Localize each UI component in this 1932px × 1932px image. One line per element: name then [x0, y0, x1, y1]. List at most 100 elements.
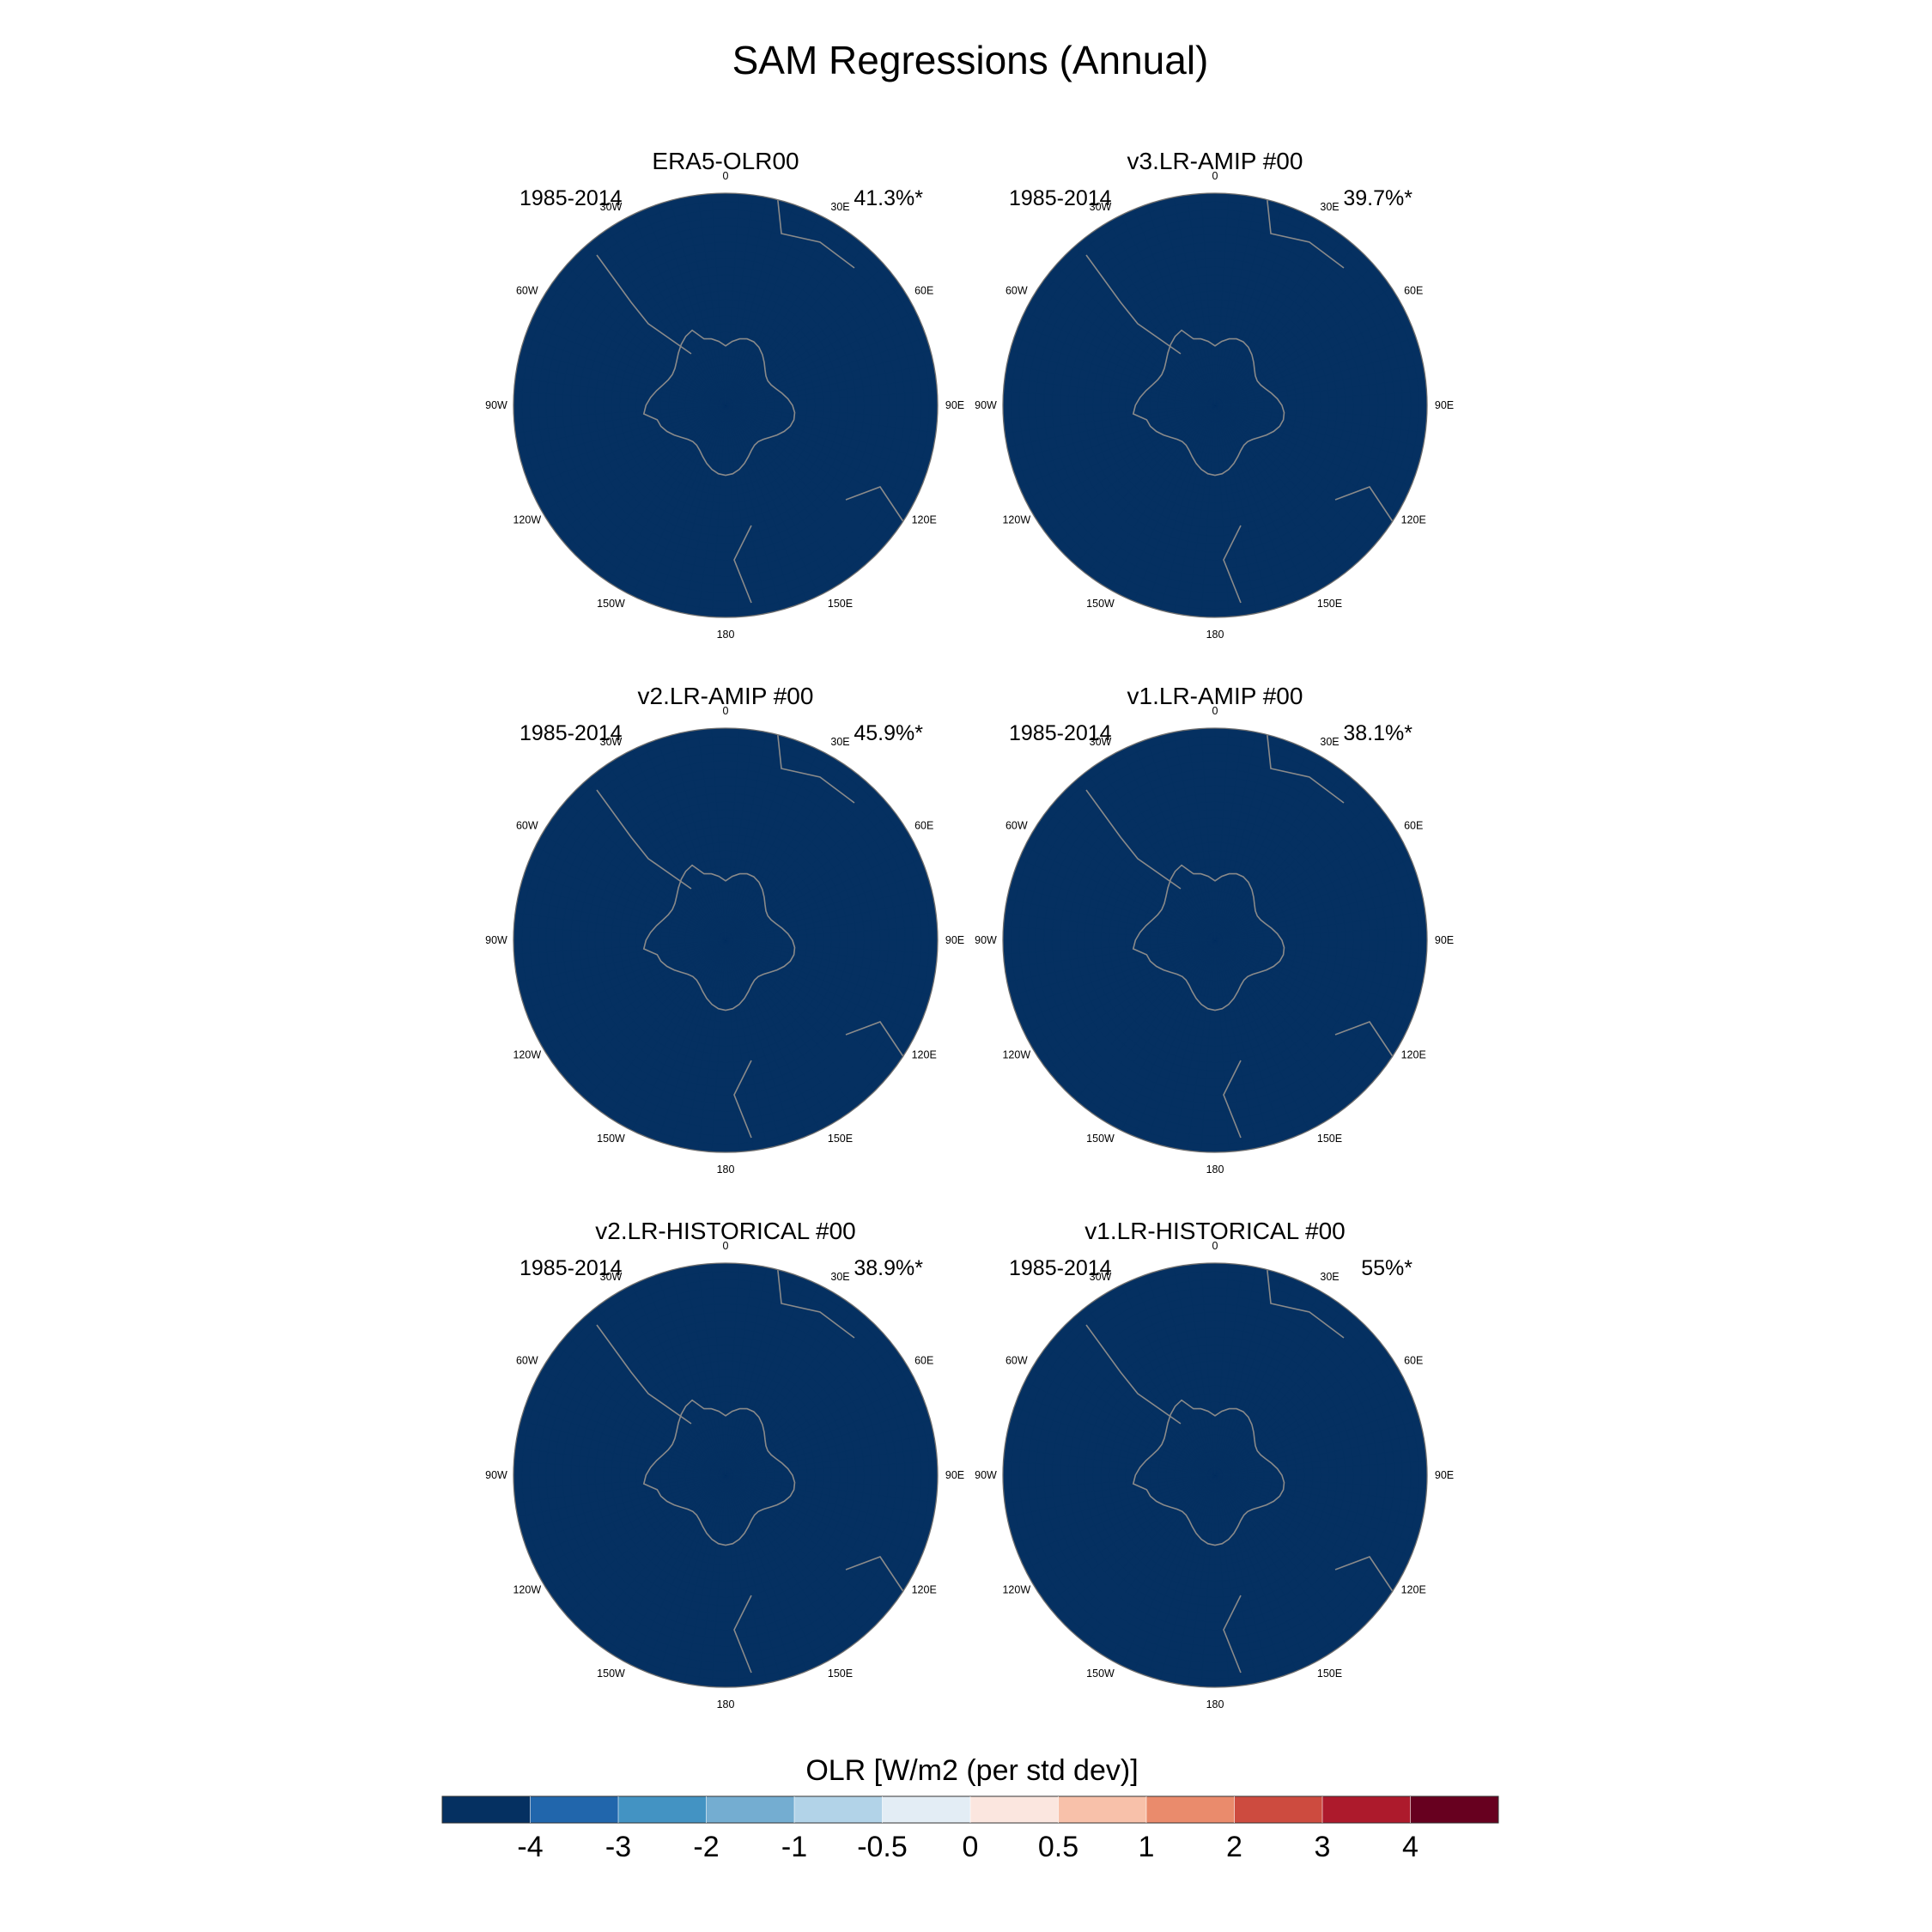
longitude-label: 0	[1212, 705, 1218, 717]
panel-variance: 39.7%*	[1343, 186, 1413, 210]
longitude-label: 120E	[912, 1584, 937, 1596]
longitude-label: 90W	[485, 934, 507, 946]
longitude-label: 60W	[1005, 1355, 1028, 1367]
longitude-label: 120W	[513, 514, 541, 526]
colorbar-swatch	[1058, 1796, 1147, 1823]
map-panel: v1.LR-HISTORICAL #00 1985-2014 55%* 0 30E 60E…	[975, 1218, 1454, 1710]
longitude-label: 180	[1206, 629, 1224, 641]
map-panel: v1.LR-AMIP #00 1985-2014 38.1%* 0 30E 60E 90E 1…	[975, 683, 1454, 1176]
longitude-label: 150W	[597, 1133, 625, 1145]
colorbar-swatch	[794, 1796, 883, 1823]
longitude-label: 150E	[1317, 1668, 1342, 1680]
regression-field	[1003, 1263, 1427, 1687]
panel-title: v2.LR-HISTORICAL #00	[595, 1218, 855, 1244]
colorbar-swatch	[442, 1796, 531, 1823]
longitude-label: 30E	[830, 1271, 849, 1283]
figure-title: SAM Regressions (Annual)	[732, 38, 1209, 82]
longitude-label: 120E	[1401, 1584, 1426, 1596]
longitude-label: 0	[723, 170, 729, 182]
longitude-label: 90W	[485, 399, 507, 411]
longitude-label: 150W	[1086, 598, 1115, 610]
coastlines	[596, 728, 907, 1139]
panel-title: v1.LR-HISTORICAL #00	[1084, 1218, 1345, 1244]
regression-field	[513, 728, 938, 1152]
longitude-label: 90E	[945, 399, 964, 411]
longitude-label: 150E	[828, 598, 853, 610]
map-panel: v2.LR-AMIP #00 1985-2014 45.9%* 0 30E 60E 90E 1…	[485, 683, 964, 1176]
panel-title: v1.LR-AMIP #00	[1127, 683, 1303, 709]
map-panel: v3.LR-AMIP #00 1985-2014 39.7%* 0 30E 60E 90E 1…	[975, 148, 1454, 641]
longitude-label: 30E	[1320, 201, 1339, 213]
map-border	[513, 192, 939, 618]
longitude-label: 120W	[1002, 1584, 1030, 1596]
longitude-label: 0	[723, 1240, 729, 1252]
longitude-label: 60E	[914, 285, 933, 297]
panel-title: ERA5-OLR00	[652, 148, 799, 174]
colorbar-tick-label: -1	[781, 1831, 807, 1863]
colorbar-swatch	[706, 1796, 795, 1823]
longitude-label: 0	[723, 705, 729, 717]
colorbar-tick-label: 4	[1402, 1831, 1419, 1863]
colorbar-swatch	[1322, 1796, 1411, 1823]
coastlines	[1085, 193, 1396, 604]
longitude-label: 120W	[1002, 1049, 1030, 1061]
longitude-label: 90E	[1435, 934, 1454, 946]
colorbar-swatch	[1234, 1796, 1323, 1823]
panel-variance: 55%*	[1361, 1256, 1413, 1280]
longitude-label: 60E	[1404, 820, 1423, 832]
longitude-label: 30W	[600, 736, 623, 748]
panel-variance: 38.9%*	[854, 1256, 923, 1280]
colorbar-tick-label: 3	[1315, 1831, 1331, 1863]
panel-title: v2.LR-AMIP #00	[638, 683, 814, 709]
longitude-label: 150W	[1086, 1668, 1115, 1680]
longitude-label: 150E	[828, 1133, 853, 1145]
colorbar: OLR [W/m2 (per std dev)] -4 -3 -2 -1 -0.5 0 0.…	[441, 1754, 1499, 1863]
map-border	[1002, 727, 1428, 1153]
longitude-label: 90W	[975, 1469, 997, 1481]
longitude-label: 30E	[1320, 736, 1339, 748]
longitude-label: 0	[1212, 1240, 1218, 1252]
colorbar-swatch	[530, 1796, 619, 1823]
longitude-label: 180	[1206, 1163, 1224, 1176]
longitude-label: 60E	[1404, 1355, 1423, 1367]
longitude-label: 30W	[600, 1271, 623, 1283]
coastlines	[596, 1263, 907, 1674]
longitude-label: 180	[717, 629, 735, 641]
longitude-label: 0	[1212, 170, 1218, 182]
panel-period: 1985-2014	[1009, 186, 1112, 210]
colorbar-tick-label: -0.5	[857, 1831, 908, 1863]
longitude-label: 30W	[1090, 1271, 1112, 1283]
panel-title: v3.LR-AMIP #00	[1127, 148, 1303, 174]
colorbar-tick-label: -3	[605, 1831, 631, 1863]
regression-field	[1003, 728, 1427, 1152]
longitude-label: 120E	[912, 1049, 937, 1061]
longitude-label: 30W	[1090, 736, 1112, 748]
longitude-label: 150W	[597, 1668, 625, 1680]
longitude-label: 150E	[1317, 1133, 1342, 1145]
longitude-label: 120W	[1002, 514, 1030, 526]
longitude-label: 90E	[1435, 399, 1454, 411]
longitude-label: 180	[717, 1163, 735, 1176]
longitude-label: 60E	[914, 820, 933, 832]
longitude-label: 90E	[1435, 1469, 1454, 1481]
colorbar-swatch	[970, 1796, 1059, 1823]
longitude-label: 60W	[516, 1355, 538, 1367]
map-border	[1002, 192, 1428, 618]
colorbar-tick-label: -2	[693, 1831, 719, 1863]
longitude-label: 30W	[600, 201, 623, 213]
colorbar-tick-label: 2	[1226, 1831, 1242, 1863]
longitude-label: 90W	[485, 1469, 507, 1481]
coastlines	[1085, 728, 1396, 1139]
longitude-label: 60W	[1005, 820, 1028, 832]
colorbar-swatch	[882, 1796, 971, 1823]
colorbar-swatch	[1410, 1796, 1499, 1823]
regression-field	[513, 1263, 938, 1687]
longitude-label: 90E	[945, 934, 964, 946]
longitude-label: 150E	[1317, 598, 1342, 610]
longitude-label: 30E	[830, 736, 849, 748]
panel-period: 1985-2014	[519, 186, 623, 210]
longitude-label: 180	[717, 1698, 735, 1710]
longitude-label: 150E	[828, 1668, 853, 1680]
coastlines	[596, 193, 907, 604]
map-panel: v2.LR-HISTORICAL #00 1985-2014 38.9%* 0 30E 6…	[485, 1218, 964, 1710]
